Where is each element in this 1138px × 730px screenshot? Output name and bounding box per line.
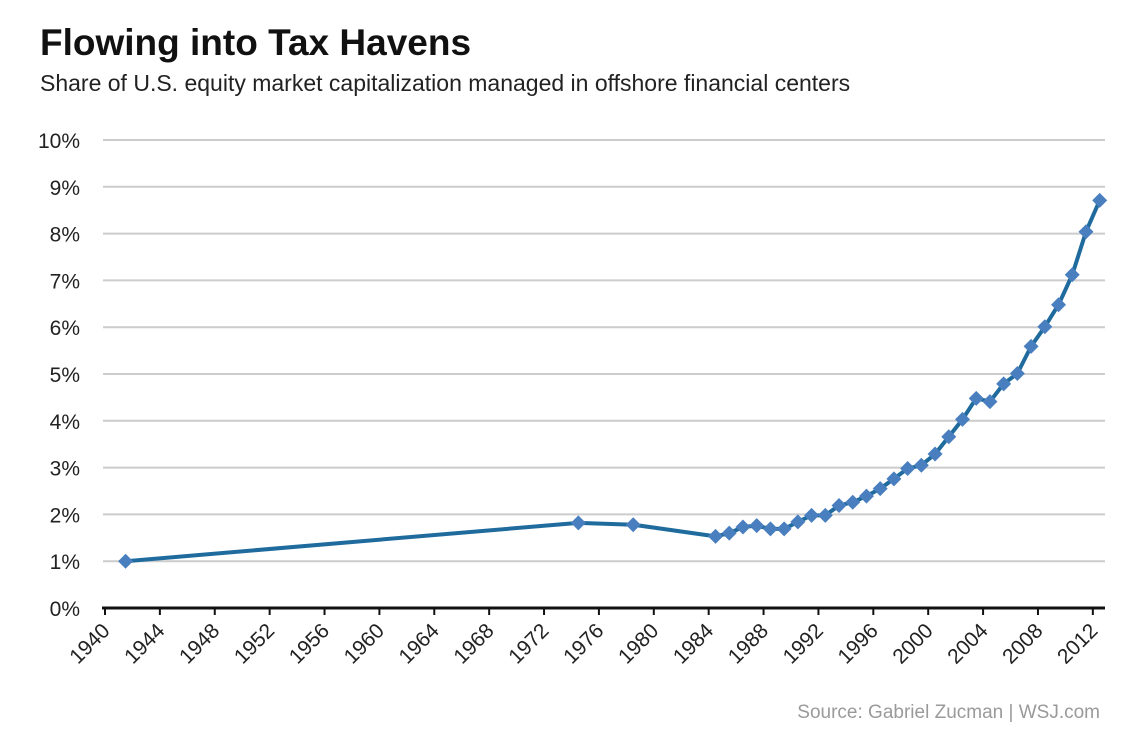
data-point-marker (804, 507, 820, 523)
data-point-marker (1064, 267, 1080, 283)
data-point-marker (708, 528, 724, 544)
data-point-marker (749, 518, 765, 534)
data-point-marker (1092, 192, 1108, 208)
chart-title: Flowing into Tax Havens (40, 22, 472, 63)
data-point-marker (831, 498, 847, 514)
data-point-marker (762, 521, 778, 537)
x-tick-label: 2008 (998, 619, 1047, 668)
data-point-marker (886, 471, 902, 487)
data-point-marker (927, 446, 943, 462)
data-point-marker (900, 461, 916, 477)
y-tick-label: 4% (50, 411, 80, 434)
y-tick-label: 8% (50, 224, 80, 247)
data-point-marker (955, 411, 970, 427)
x-tick-label: 2000 (888, 619, 937, 668)
x-tick-label: 1980 (614, 619, 663, 668)
data-point-marker (1078, 224, 1094, 240)
y-tick-label: 3% (50, 458, 80, 481)
data-point-marker (996, 376, 1012, 392)
y-tick-label: 1% (50, 551, 80, 574)
x-tick-label: 1992 (779, 619, 828, 668)
x-tick-label: 1976 (559, 619, 608, 668)
x-tick-label: 1948 (175, 619, 224, 668)
data-point-marker (625, 517, 641, 533)
data-point-marker (982, 394, 998, 410)
x-tick-label: 1944 (120, 619, 170, 669)
y-tick-label: 6% (50, 317, 80, 340)
y-tick-label: 0% (50, 598, 80, 621)
x-tick-label: 1996 (834, 619, 883, 668)
y-tick-label: 5% (50, 364, 80, 387)
y-tick-label: 10% (38, 130, 80, 153)
data-point-marker (570, 515, 586, 531)
x-tick-label: 2012 (1053, 619, 1102, 668)
data-point-marker (1009, 366, 1025, 382)
data-point-marker (735, 519, 751, 535)
data-point-marker (872, 481, 888, 497)
data-point-marker (721, 525, 737, 541)
data-point-marker (790, 514, 806, 530)
data-point-marker (1023, 338, 1039, 354)
chart-subtitle: Share of U.S. equity market capitalizati… (40, 70, 851, 96)
y-tick-label: 2% (50, 504, 80, 527)
data-point-marker (941, 429, 957, 445)
data-point-marker (968, 390, 984, 406)
data-point-marker (858, 488, 874, 504)
x-tick-label: 1960 (340, 619, 389, 668)
source-note: Source: Gabriel Zucman | WSJ.com (797, 702, 1100, 723)
x-tick-label: 1988 (724, 619, 773, 668)
y-tick-label: 7% (50, 270, 80, 293)
data-point-marker (845, 494, 861, 510)
x-tick-label: 1956 (285, 619, 334, 668)
series-line (125, 199, 1102, 564)
data-point-marker (817, 507, 833, 523)
data-point-marker (913, 457, 929, 473)
data-point-marker (776, 521, 792, 537)
data-point-marker (118, 553, 134, 569)
x-tick-label: 1968 (449, 619, 498, 668)
y-tick-label: 9% (50, 177, 80, 200)
x-tick-label: 1964 (395, 619, 445, 669)
data-point-marker (1037, 319, 1053, 335)
x-tick-label: 1952 (230, 619, 279, 668)
x-tick-label: 1972 (504, 619, 553, 668)
data-point-marker (1051, 297, 1067, 313)
x-tick-label: 1940 (65, 619, 114, 668)
x-tick-label: 1984 (669, 619, 719, 669)
x-tick-label: 2004 (943, 619, 993, 669)
